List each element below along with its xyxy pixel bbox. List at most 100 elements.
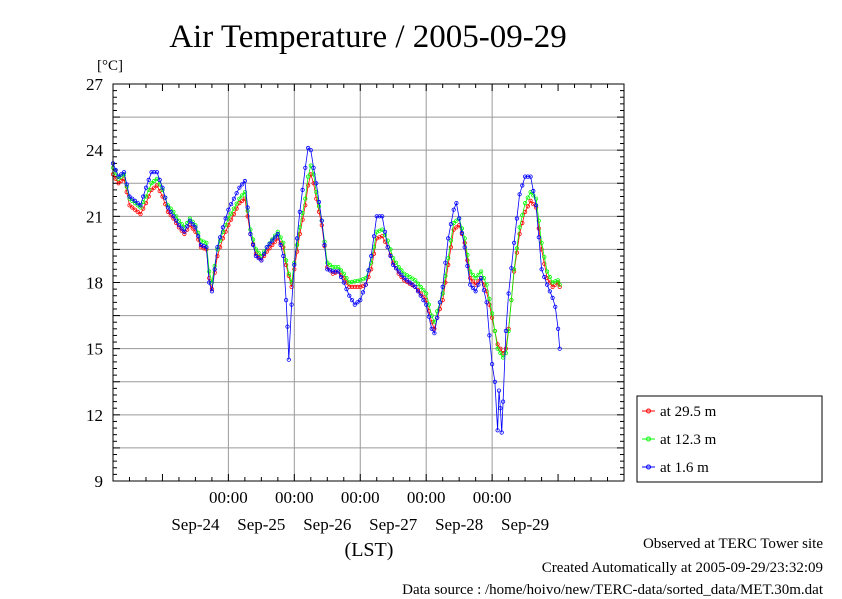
data-point — [465, 258, 470, 263]
data-point — [489, 315, 495, 320]
data-point — [495, 346, 500, 351]
data-point — [377, 214, 382, 219]
data-point — [344, 280, 349, 285]
data-point — [536, 235, 541, 240]
data-point — [533, 203, 539, 208]
data-point — [223, 216, 228, 221]
data-point — [294, 242, 300, 248]
data-point — [138, 212, 143, 217]
data-point — [413, 278, 418, 283]
data-point — [256, 256, 261, 261]
data-point — [393, 260, 399, 265]
data-point — [478, 275, 484, 281]
data-point — [234, 206, 239, 211]
data-point — [259, 258, 264, 263]
data-point — [446, 262, 451, 267]
data-point — [316, 199, 322, 205]
data-point — [248, 231, 253, 237]
legend-marker — [646, 436, 651, 442]
data-point — [487, 333, 492, 338]
data-point — [385, 238, 390, 243]
data-point — [542, 255, 547, 260]
data-point — [448, 238, 453, 243]
data-point — [517, 225, 522, 230]
data-point — [363, 275, 368, 281]
data-point — [369, 260, 374, 265]
data-point — [179, 226, 184, 231]
data-point — [316, 204, 322, 209]
data-point — [336, 264, 341, 270]
data-point — [336, 269, 341, 274]
data-point — [462, 240, 467, 245]
data-point — [454, 201, 459, 206]
data-point — [165, 209, 170, 214]
x-date-label: Sep-24 — [171, 515, 220, 534]
data-point — [429, 326, 434, 331]
data-point — [160, 185, 165, 190]
data-point — [132, 198, 138, 203]
data-point — [424, 291, 429, 296]
data-point — [341, 271, 346, 276]
data-point — [451, 227, 456, 232]
data-point — [481, 275, 486, 281]
data-point — [539, 267, 544, 272]
data-point — [382, 229, 388, 234]
data-point — [470, 272, 475, 277]
data-point — [187, 218, 192, 223]
data-point — [465, 263, 470, 269]
data-point — [229, 202, 234, 207]
x-date-label: Sep-28 — [435, 515, 483, 534]
data-point — [234, 191, 239, 196]
x-date-label: Sep-27 — [369, 515, 418, 534]
data-point — [380, 214, 385, 219]
data-point — [143, 194, 149, 199]
data-point — [176, 223, 181, 228]
data-point — [499, 430, 504, 435]
series-line — [112, 147, 561, 433]
data-point — [500, 399, 506, 404]
legend-label: at 1.6 m — [660, 460, 709, 476]
data-point — [525, 195, 530, 200]
data-point — [327, 262, 333, 267]
x-time-label: 00:00 — [275, 488, 314, 507]
data-point — [520, 183, 525, 188]
data-point — [476, 282, 481, 287]
data-point — [473, 289, 478, 294]
data-point — [204, 240, 209, 245]
data-point — [240, 198, 245, 203]
grid-lines — [113, 83, 624, 482]
data-point — [294, 236, 300, 241]
data-point — [432, 331, 437, 336]
data-point — [473, 282, 478, 287]
data-point — [190, 222, 195, 227]
data-point — [193, 225, 198, 230]
series-line — [112, 164, 561, 359]
data-point — [360, 290, 366, 295]
data-point — [237, 201, 242, 206]
x-axis-label: (LST) — [345, 539, 394, 561]
plot-frame — [112, 83, 625, 482]
legend: at 29.5 m at 12.3 m at 1.6 m — [636, 395, 823, 483]
data-point — [426, 302, 431, 307]
data-point — [231, 196, 236, 201]
data-point — [237, 196, 242, 201]
data-point — [281, 245, 286, 250]
data-point — [520, 213, 525, 218]
data-point — [135, 209, 140, 214]
data-point — [289, 284, 294, 289]
data-point — [555, 326, 561, 331]
data-point — [182, 229, 187, 234]
data-point — [426, 314, 431, 319]
data-point — [256, 250, 261, 255]
legend-label: at 29.5 m — [660, 404, 717, 420]
data-point — [347, 293, 352, 298]
footer-data-source: Data source : /home/hoivo/new/TERC-data/… — [402, 582, 823, 598]
minor-ticks — [113, 83, 625, 482]
data-point — [536, 226, 541, 231]
data-point — [509, 266, 514, 271]
data-point — [443, 280, 448, 285]
data-point — [349, 279, 355, 284]
data-point — [261, 251, 267, 256]
series-1 — [110, 172, 562, 356]
data-point — [165, 205, 170, 210]
